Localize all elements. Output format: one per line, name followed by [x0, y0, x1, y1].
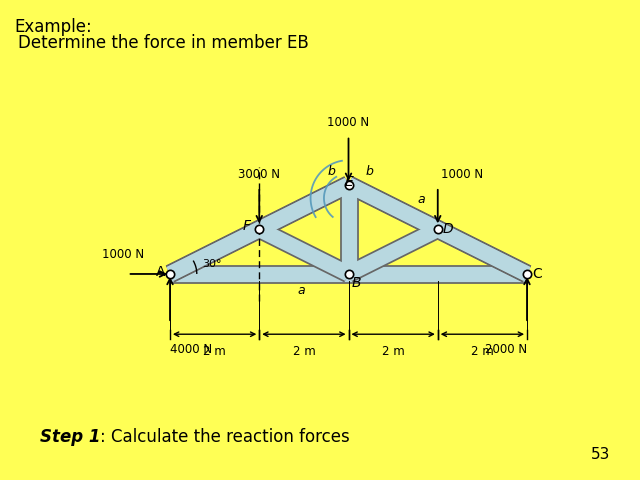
Text: 2 m: 2 m [381, 346, 404, 359]
Text: b: b [365, 165, 373, 178]
Text: C: C [532, 267, 541, 281]
Text: : Calculate the reaction forces: : Calculate the reaction forces [100, 428, 349, 446]
Text: 4000 N: 4000 N [170, 343, 212, 356]
Text: a: a [418, 193, 426, 206]
Text: 3000 N: 3000 N [238, 168, 280, 181]
Text: 1000 N: 1000 N [441, 168, 483, 181]
Text: 53: 53 [591, 447, 610, 462]
Text: 2 m: 2 m [204, 346, 226, 359]
Text: Step 1: Step 1 [40, 428, 100, 446]
Text: B: B [352, 276, 362, 290]
Text: 2000 N: 2000 N [485, 343, 527, 356]
Text: 2 m: 2 m [292, 346, 316, 359]
Text: Determine the force in member EB: Determine the force in member EB [18, 34, 308, 52]
Text: 2 m: 2 m [471, 346, 493, 359]
Text: Example:: Example: [14, 18, 92, 36]
Text: a: a [297, 284, 305, 297]
Text: 1000 N: 1000 N [328, 116, 369, 129]
Text: b: b [327, 165, 335, 178]
Text: E: E [344, 175, 353, 189]
Text: 30°: 30° [202, 259, 221, 269]
Text: F: F [243, 219, 251, 233]
Text: D: D [442, 222, 453, 236]
Text: A: A [156, 265, 165, 279]
Text: 1000 N: 1000 N [102, 249, 144, 262]
